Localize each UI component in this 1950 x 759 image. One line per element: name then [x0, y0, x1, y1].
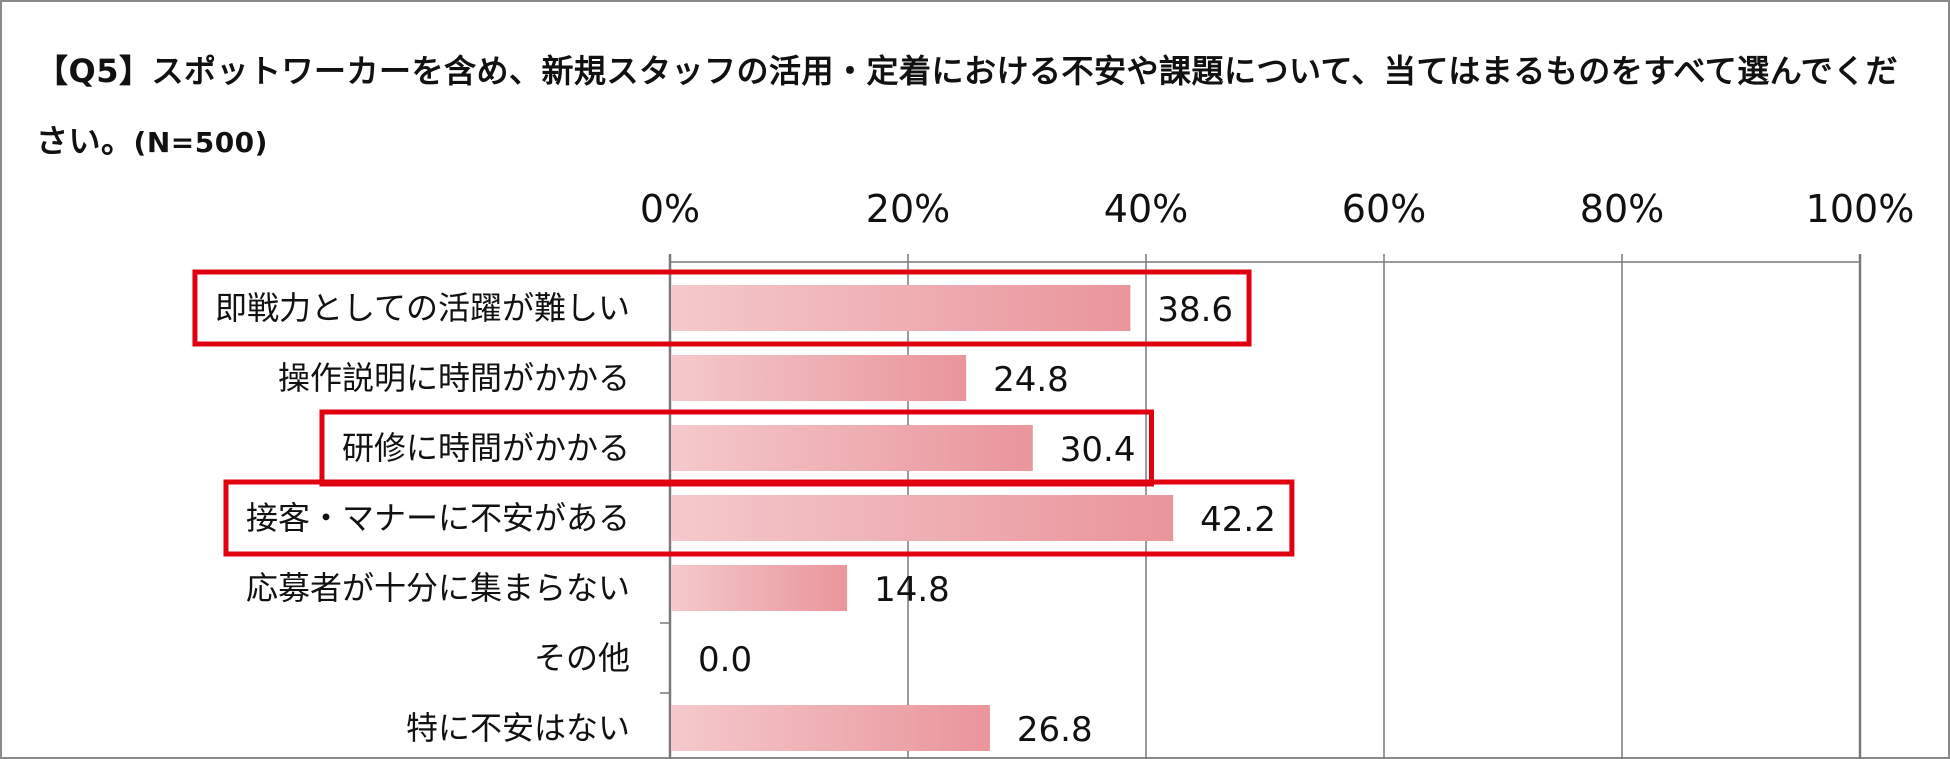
value-label: 0.0	[698, 640, 752, 680]
category-label: その他	[534, 639, 630, 677]
bar	[671, 705, 990, 751]
value-label: 38.6	[1157, 290, 1233, 330]
category-label: 接客・マナーに不安がある	[246, 499, 630, 537]
value-label: 42.2	[1200, 500, 1276, 540]
highlight-box	[192, 269, 1252, 347]
category-labels: 即戦力としての活躍が難しい操作説明に時間がかかる研修に時間がかかる接客・マナーに…	[215, 289, 630, 747]
value-label: 24.8	[993, 360, 1069, 400]
category-label: 即戦力としての活躍が難しい	[215, 289, 630, 327]
x-axis-ticks: 0% 20% 40% 60% 80% 100%	[640, 187, 1914, 231]
bar	[671, 285, 1131, 331]
bar	[671, 425, 1033, 471]
question-text: 【Q5】スポットワーカーを含め、新規スタッフの活用・定着における不安や課題につい…	[36, 52, 1899, 160]
x-tick-label: 20%	[866, 187, 950, 231]
value-label: 14.8	[874, 570, 950, 610]
bar	[671, 565, 848, 611]
highlight-boxes	[192, 269, 1295, 557]
category-label: 操作説明に時間がかかる	[278, 359, 630, 397]
value-label: 26.8	[1017, 710, 1093, 750]
bars	[671, 285, 1174, 751]
bar	[671, 355, 967, 401]
category-label: 特に不安はない	[406, 709, 630, 747]
x-tick-label: 40%	[1104, 187, 1188, 231]
highlight-box	[223, 479, 1295, 557]
bar	[671, 495, 1174, 541]
x-tick-label: 100%	[1806, 187, 1915, 231]
chart-title: 【Q5】スポットワーカーを含め、新規スタッフの活用・定着における不安や課題につい…	[36, 36, 1916, 178]
value-labels: 38.6 24.8 30.4 42.2 14.8 0.0 26.8	[698, 290, 1276, 750]
value-label: 30.4	[1060, 430, 1136, 470]
x-tick-label: 80%	[1580, 187, 1664, 231]
x-tick-label: 60%	[1342, 187, 1426, 231]
category-label: 研修に時間がかかる	[342, 429, 630, 467]
sample-size: (N=500)	[133, 126, 268, 159]
x-tick-label: 0%	[640, 187, 700, 231]
category-label: 応募者が十分に集まらない	[246, 569, 630, 607]
